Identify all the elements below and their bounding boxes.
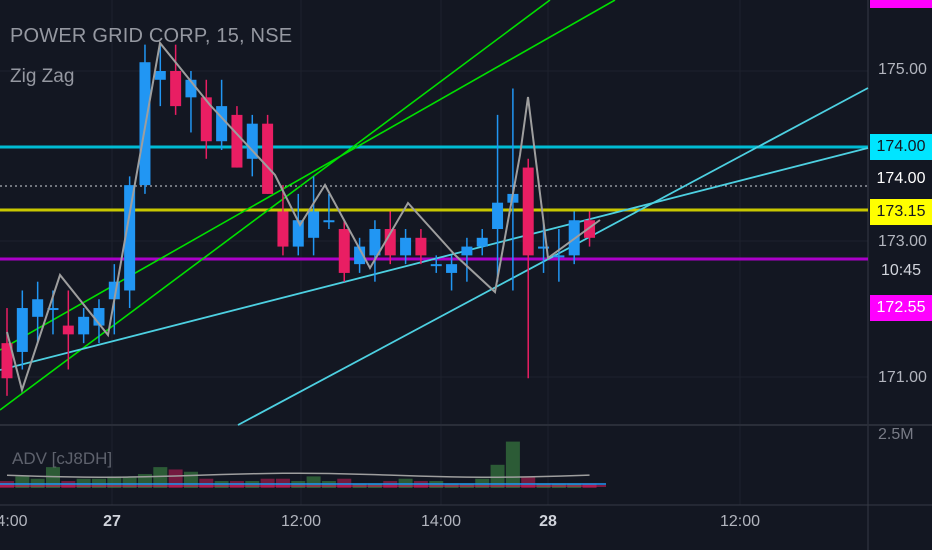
candle-body (262, 123, 274, 194)
time-label: 12:00 (280, 513, 322, 530)
candle-body (354, 246, 366, 265)
candle-body (492, 202, 504, 230)
candle-body (32, 299, 44, 317)
candle-body (369, 229, 381, 256)
volume-bar (122, 476, 137, 488)
volume-bar (490, 464, 505, 488)
magenta-level-tag[interactable]: 172.55 (870, 295, 932, 321)
volume-bar (153, 467, 168, 488)
candle-body (415, 237, 427, 256)
candle-body (277, 211, 289, 247)
alert-marker (870, 0, 932, 8)
volume-bar (45, 467, 60, 488)
candle-body (231, 114, 243, 168)
candle-body (292, 220, 304, 247)
candle-body (47, 308, 59, 311)
candle-body (323, 220, 335, 223)
time-label: 14:00 (420, 513, 462, 530)
countdown-tag: 10:45 (870, 258, 932, 284)
candle-body (308, 211, 320, 238)
volume-bar (168, 469, 183, 488)
candle-body (430, 264, 442, 267)
volume-indicator-label[interactable]: ADV [cJ8DH] (12, 449, 113, 468)
channel-line-upper (0, 0, 616, 351)
candle-body (476, 237, 488, 247)
candle-body (400, 237, 412, 256)
candle-body (461, 246, 473, 256)
candle-body (446, 264, 458, 273)
zigzag-indicator (6, 40, 601, 394)
candle-body (338, 229, 350, 273)
price-label-173: 173.00 (878, 233, 927, 250)
volume-bar (15, 476, 30, 488)
indicator-label[interactable]: Zig Zag (10, 66, 75, 87)
candle-body (93, 308, 105, 326)
candle-body (538, 246, 550, 249)
channel-line-lower (0, 0, 551, 411)
time-label-day: 28 (539, 513, 557, 530)
volume-bar (306, 476, 321, 488)
candle-body (216, 106, 228, 142)
candle-body (124, 185, 136, 291)
candle-body (62, 325, 74, 335)
candle-body (16, 308, 28, 352)
volume-bar (505, 441, 520, 488)
price-label-175: 175.00 (878, 61, 927, 78)
candle-body (154, 71, 166, 80)
volume-bar (521, 476, 536, 488)
volume-ma-line (6, 472, 590, 478)
cyan-level-tag[interactable]: 174.00 (870, 134, 932, 160)
candle-body (522, 167, 534, 256)
last-close-tag: 174.00 (870, 166, 932, 192)
symbol-title[interactable]: POWER GRID CORP, 15, NSE (10, 25, 293, 47)
drawn-trendlines[interactable] (0, 0, 869, 426)
candle-body (1, 343, 13, 379)
candle-body (170, 71, 182, 107)
volume-pane (0, 441, 606, 488)
time-label: 4:00 (0, 513, 28, 530)
zigzag-line (6, 40, 601, 394)
yellow-level-tag[interactable]: 173.15 (870, 199, 932, 225)
trendline-lower (0, 147, 869, 371)
time-label: 12:00 (719, 513, 761, 530)
candle-body (200, 97, 212, 142)
candle-body (246, 123, 258, 159)
candle-body (185, 79, 197, 98)
candle-body (78, 316, 90, 335)
candle-body (584, 220, 596, 238)
volume-bar (107, 476, 122, 488)
price-label-171: 171.00 (878, 369, 927, 386)
volume-scale-label: 2.5M (878, 426, 914, 443)
time-label-day: 27 (103, 513, 121, 530)
candle-body (384, 229, 396, 256)
trendline-steep (237, 87, 869, 426)
candle-body (553, 255, 565, 258)
candle-body (108, 281, 120, 300)
